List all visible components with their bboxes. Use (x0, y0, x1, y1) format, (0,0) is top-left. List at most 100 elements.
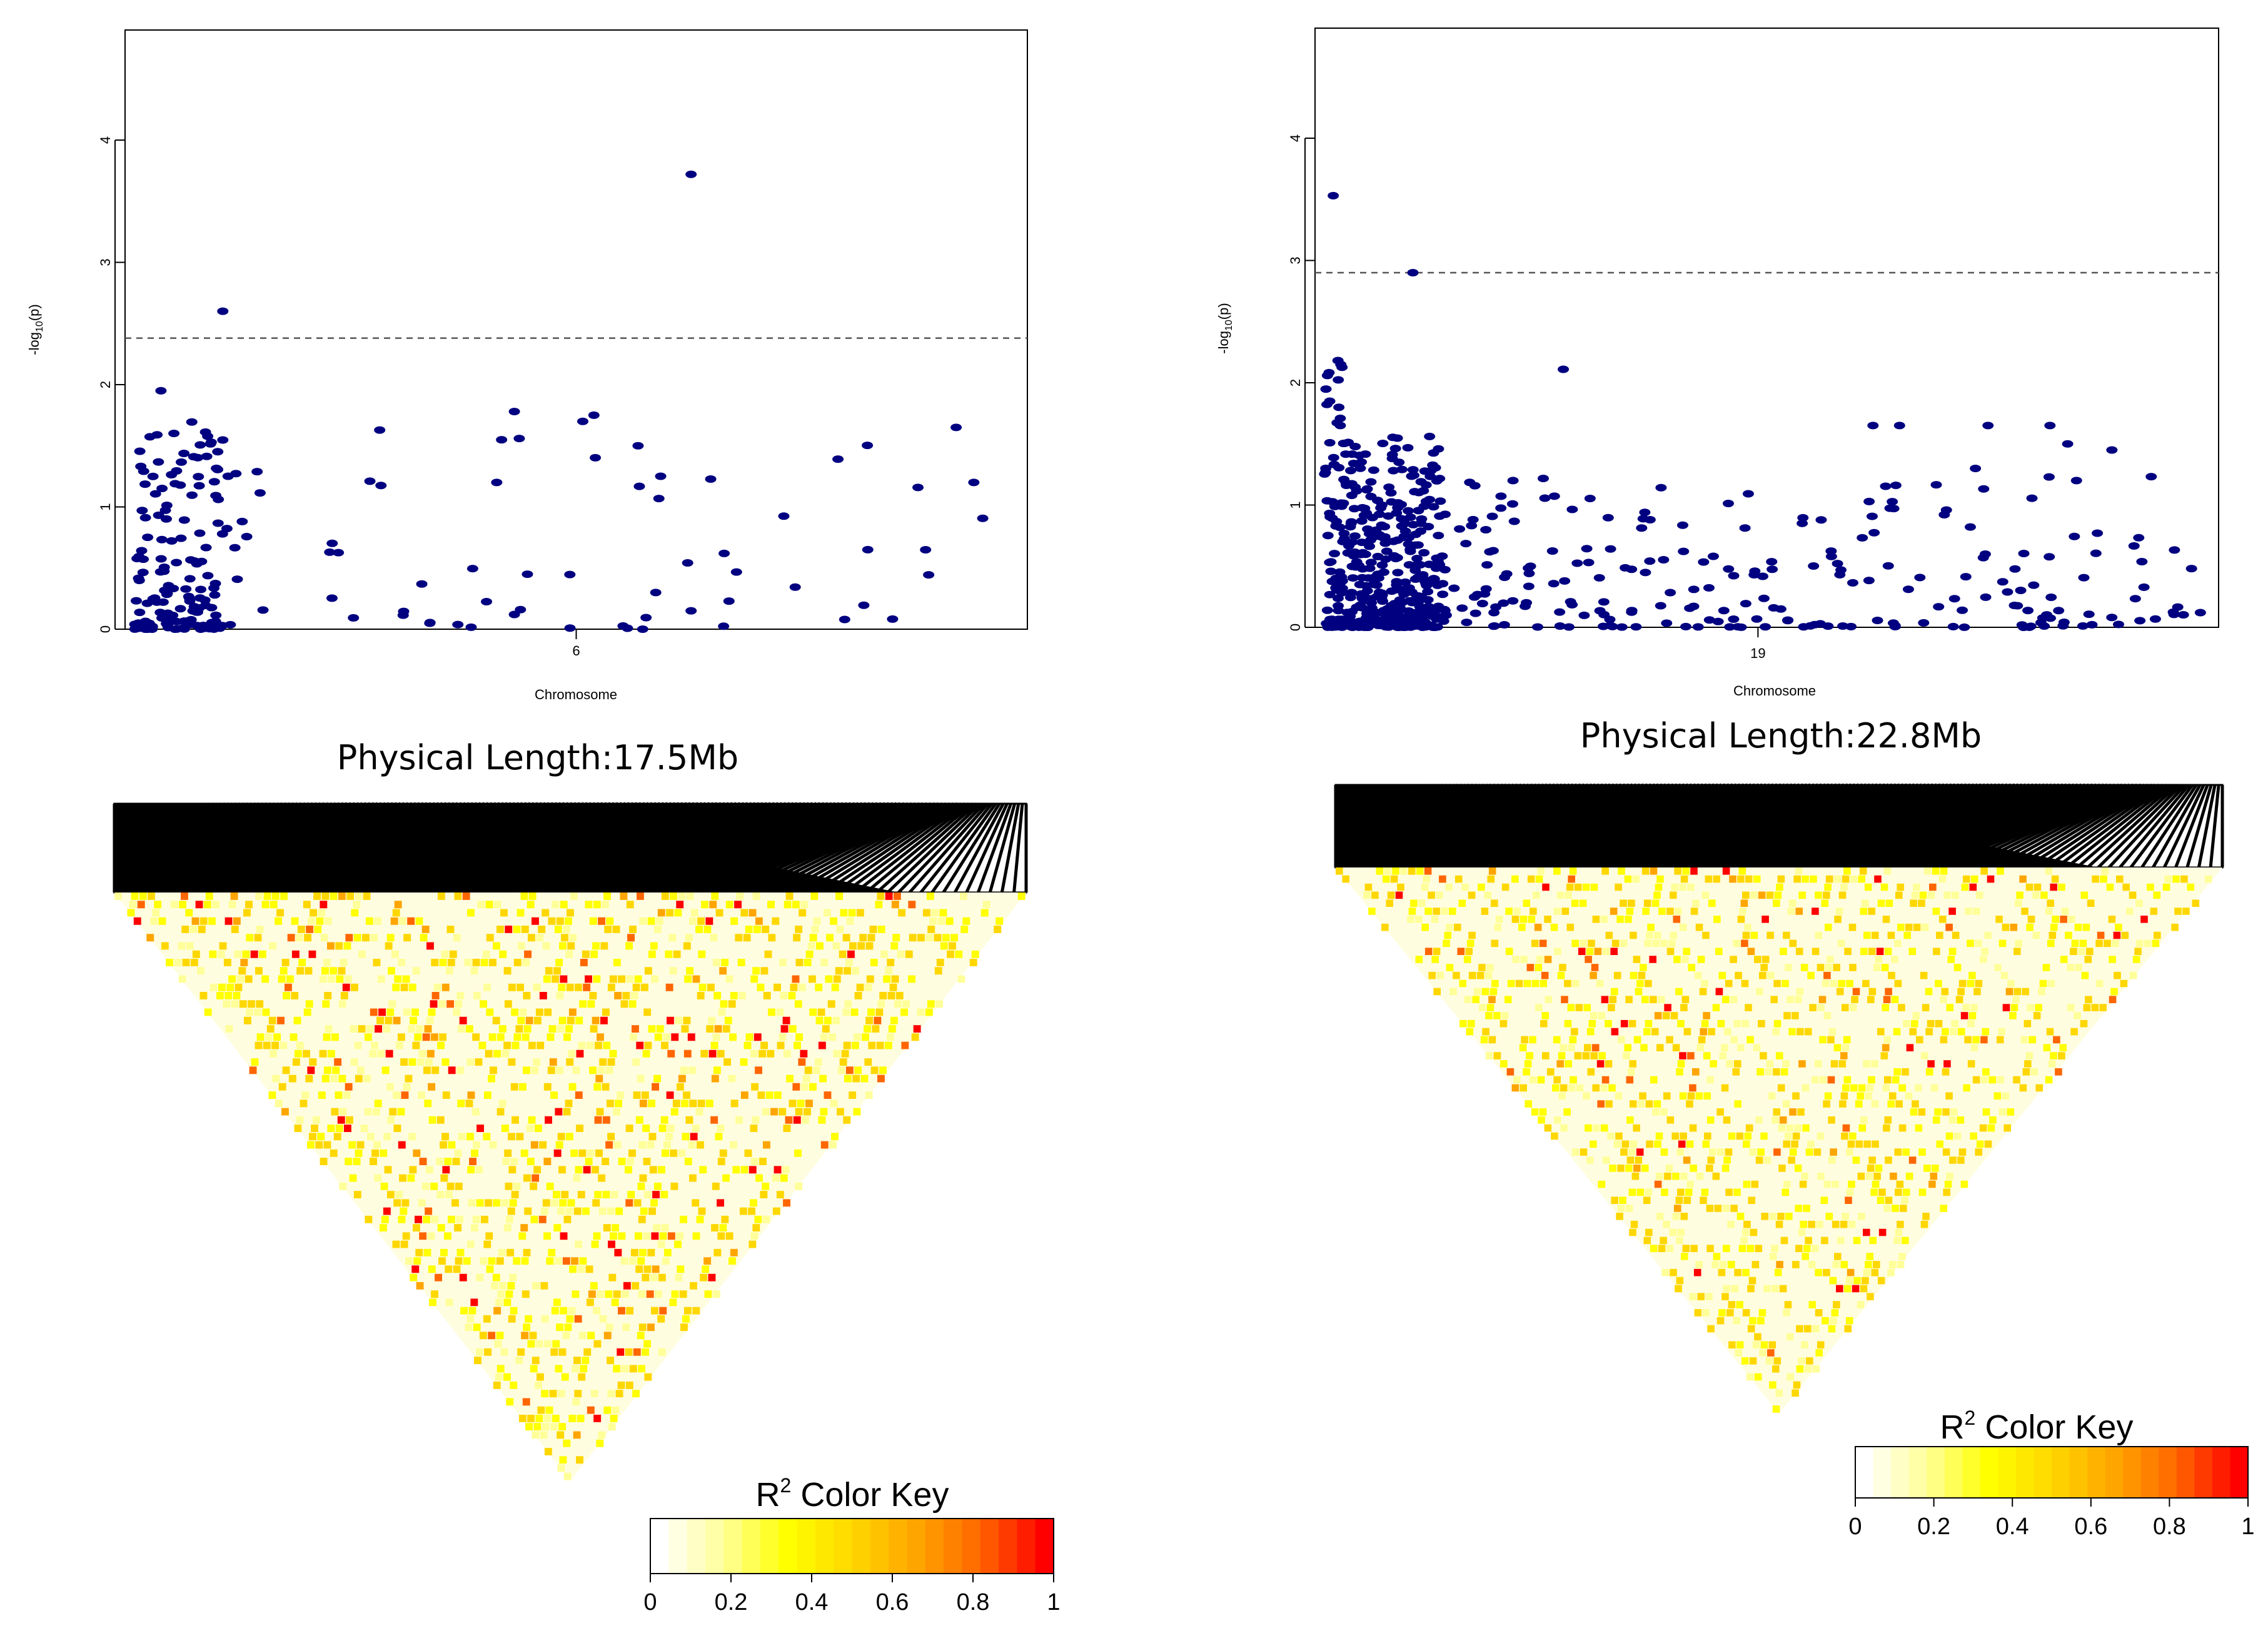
snp-point (191, 608, 203, 616)
snp-point (1403, 507, 1414, 515)
snp-point (208, 625, 220, 633)
snp-point (2167, 608, 2179, 616)
color-key-swatch (889, 1519, 907, 1574)
snp-point (1386, 587, 1398, 595)
snp-point (135, 462, 147, 470)
snp-point (1407, 269, 1419, 277)
color-key-tick-label: 0.8 (957, 1589, 990, 1615)
snp-point (175, 534, 187, 542)
snp-point (1396, 465, 1408, 473)
snp-point (1418, 549, 1430, 557)
snp-point (1982, 422, 1994, 430)
color-key-swatch (668, 1519, 688, 1574)
snp-point (1426, 621, 1438, 629)
snp-point (2053, 607, 2065, 615)
snp-point (1566, 505, 1578, 513)
color-key-swatch (2159, 1447, 2177, 1498)
snp-point (1345, 467, 1357, 475)
snp-point (1361, 509, 1373, 517)
snp-point (1947, 622, 1959, 630)
snp-point (1376, 594, 1388, 602)
x-tick-label: 6 (572, 643, 580, 659)
snp-point (1348, 552, 1359, 560)
snp-point (178, 450, 190, 458)
snp-point (1481, 561, 1493, 569)
snp-point (1429, 463, 1441, 472)
snp-point (1388, 467, 1399, 475)
snp-point (1760, 623, 1772, 631)
color-key-swatch (2194, 1447, 2213, 1498)
color-key-swatch (1891, 1447, 1910, 1498)
snp-point (1377, 439, 1389, 447)
ld-cell-group (127, 892, 1026, 1464)
snp-point (1391, 578, 1403, 586)
snp-point (1356, 458, 1368, 466)
snp-point (1420, 481, 1432, 489)
snp-point (1882, 562, 1894, 570)
snp-point (2134, 617, 2146, 625)
snp-point (2062, 440, 2074, 448)
snp-point (2177, 611, 2189, 619)
snp-point (1893, 422, 1905, 430)
snp-point (1888, 505, 1900, 513)
snp-point (1499, 574, 1511, 582)
color-key-tick-label: 0 (1848, 1514, 1862, 1540)
snp-point (156, 485, 168, 493)
snp-point (1960, 573, 1972, 581)
color-key-title: R2 Color Key (1940, 1407, 2134, 1446)
snp-point (416, 580, 428, 588)
snp-point (718, 622, 730, 630)
color-key-swatch (1980, 1447, 1998, 1498)
snp-point (241, 533, 253, 541)
snp-point (1678, 547, 1690, 555)
snp-point (1408, 471, 1420, 479)
snp-point (2070, 477, 2082, 485)
snp-point (1902, 585, 1914, 594)
snp-point (1593, 574, 1605, 582)
snp-point (1354, 464, 1366, 472)
snp-point (1979, 550, 1991, 559)
snp-point (147, 472, 159, 480)
snp-point (254, 489, 266, 497)
snp-point (1782, 616, 1794, 624)
snp-point (1740, 600, 1751, 608)
snp-point (1392, 536, 1404, 544)
snp-point (212, 519, 224, 527)
color-key-frame (1855, 1446, 2249, 1499)
snp-point (1581, 545, 1593, 553)
color-key-swatch (705, 1519, 724, 1574)
snp-point (2024, 623, 2035, 631)
snp-point (1468, 593, 1480, 601)
snp-point (1371, 619, 1383, 627)
snp-point (155, 387, 167, 395)
ld-cell-group (1488, 867, 2027, 1277)
snp-point (1464, 478, 1476, 487)
snp-point (1346, 450, 1358, 458)
snp-point (1655, 483, 1667, 492)
snp-point (208, 584, 220, 592)
y-tick-label: 0 (98, 625, 113, 633)
snp-point (168, 429, 180, 437)
snp-point (1698, 558, 1710, 566)
snp-point (1797, 513, 1809, 522)
snp-point (1376, 561, 1388, 569)
snp-point (1439, 565, 1451, 574)
snp-point (1408, 520, 1419, 528)
snp-point (1356, 595, 1368, 603)
snp-point (832, 455, 844, 463)
snp-point (2026, 494, 2038, 502)
snp-point (1328, 191, 1339, 200)
snp-point (1845, 622, 1857, 630)
snp-point (1958, 623, 1970, 631)
snp-point (2128, 542, 2140, 550)
snp-point (685, 607, 697, 615)
snp-point (1644, 557, 1656, 565)
snp-point (1554, 622, 1566, 630)
snp-point (1336, 573, 1348, 581)
snp-point (1948, 595, 1960, 603)
snp-point (1398, 590, 1410, 599)
snp-point (1334, 422, 1346, 430)
snp-point (1722, 499, 1734, 507)
snp-point (1320, 385, 1332, 393)
snp-point (192, 453, 204, 462)
